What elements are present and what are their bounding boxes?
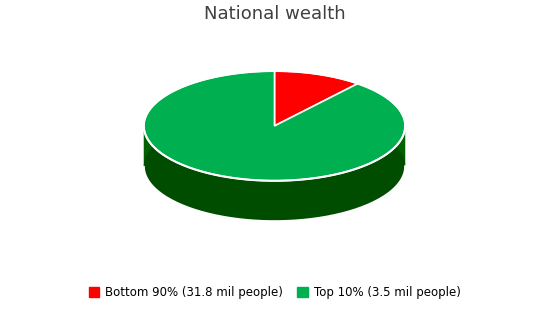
Legend: Bottom 90% (31.8 mil people), Top 10% (3.5 mil people): Bottom 90% (31.8 mil people), Top 10% (3… <box>84 281 465 304</box>
Polygon shape <box>274 71 358 126</box>
Polygon shape <box>144 111 405 221</box>
Polygon shape <box>144 126 405 221</box>
Text: National wealth: National wealth <box>204 4 345 23</box>
Polygon shape <box>144 71 405 181</box>
